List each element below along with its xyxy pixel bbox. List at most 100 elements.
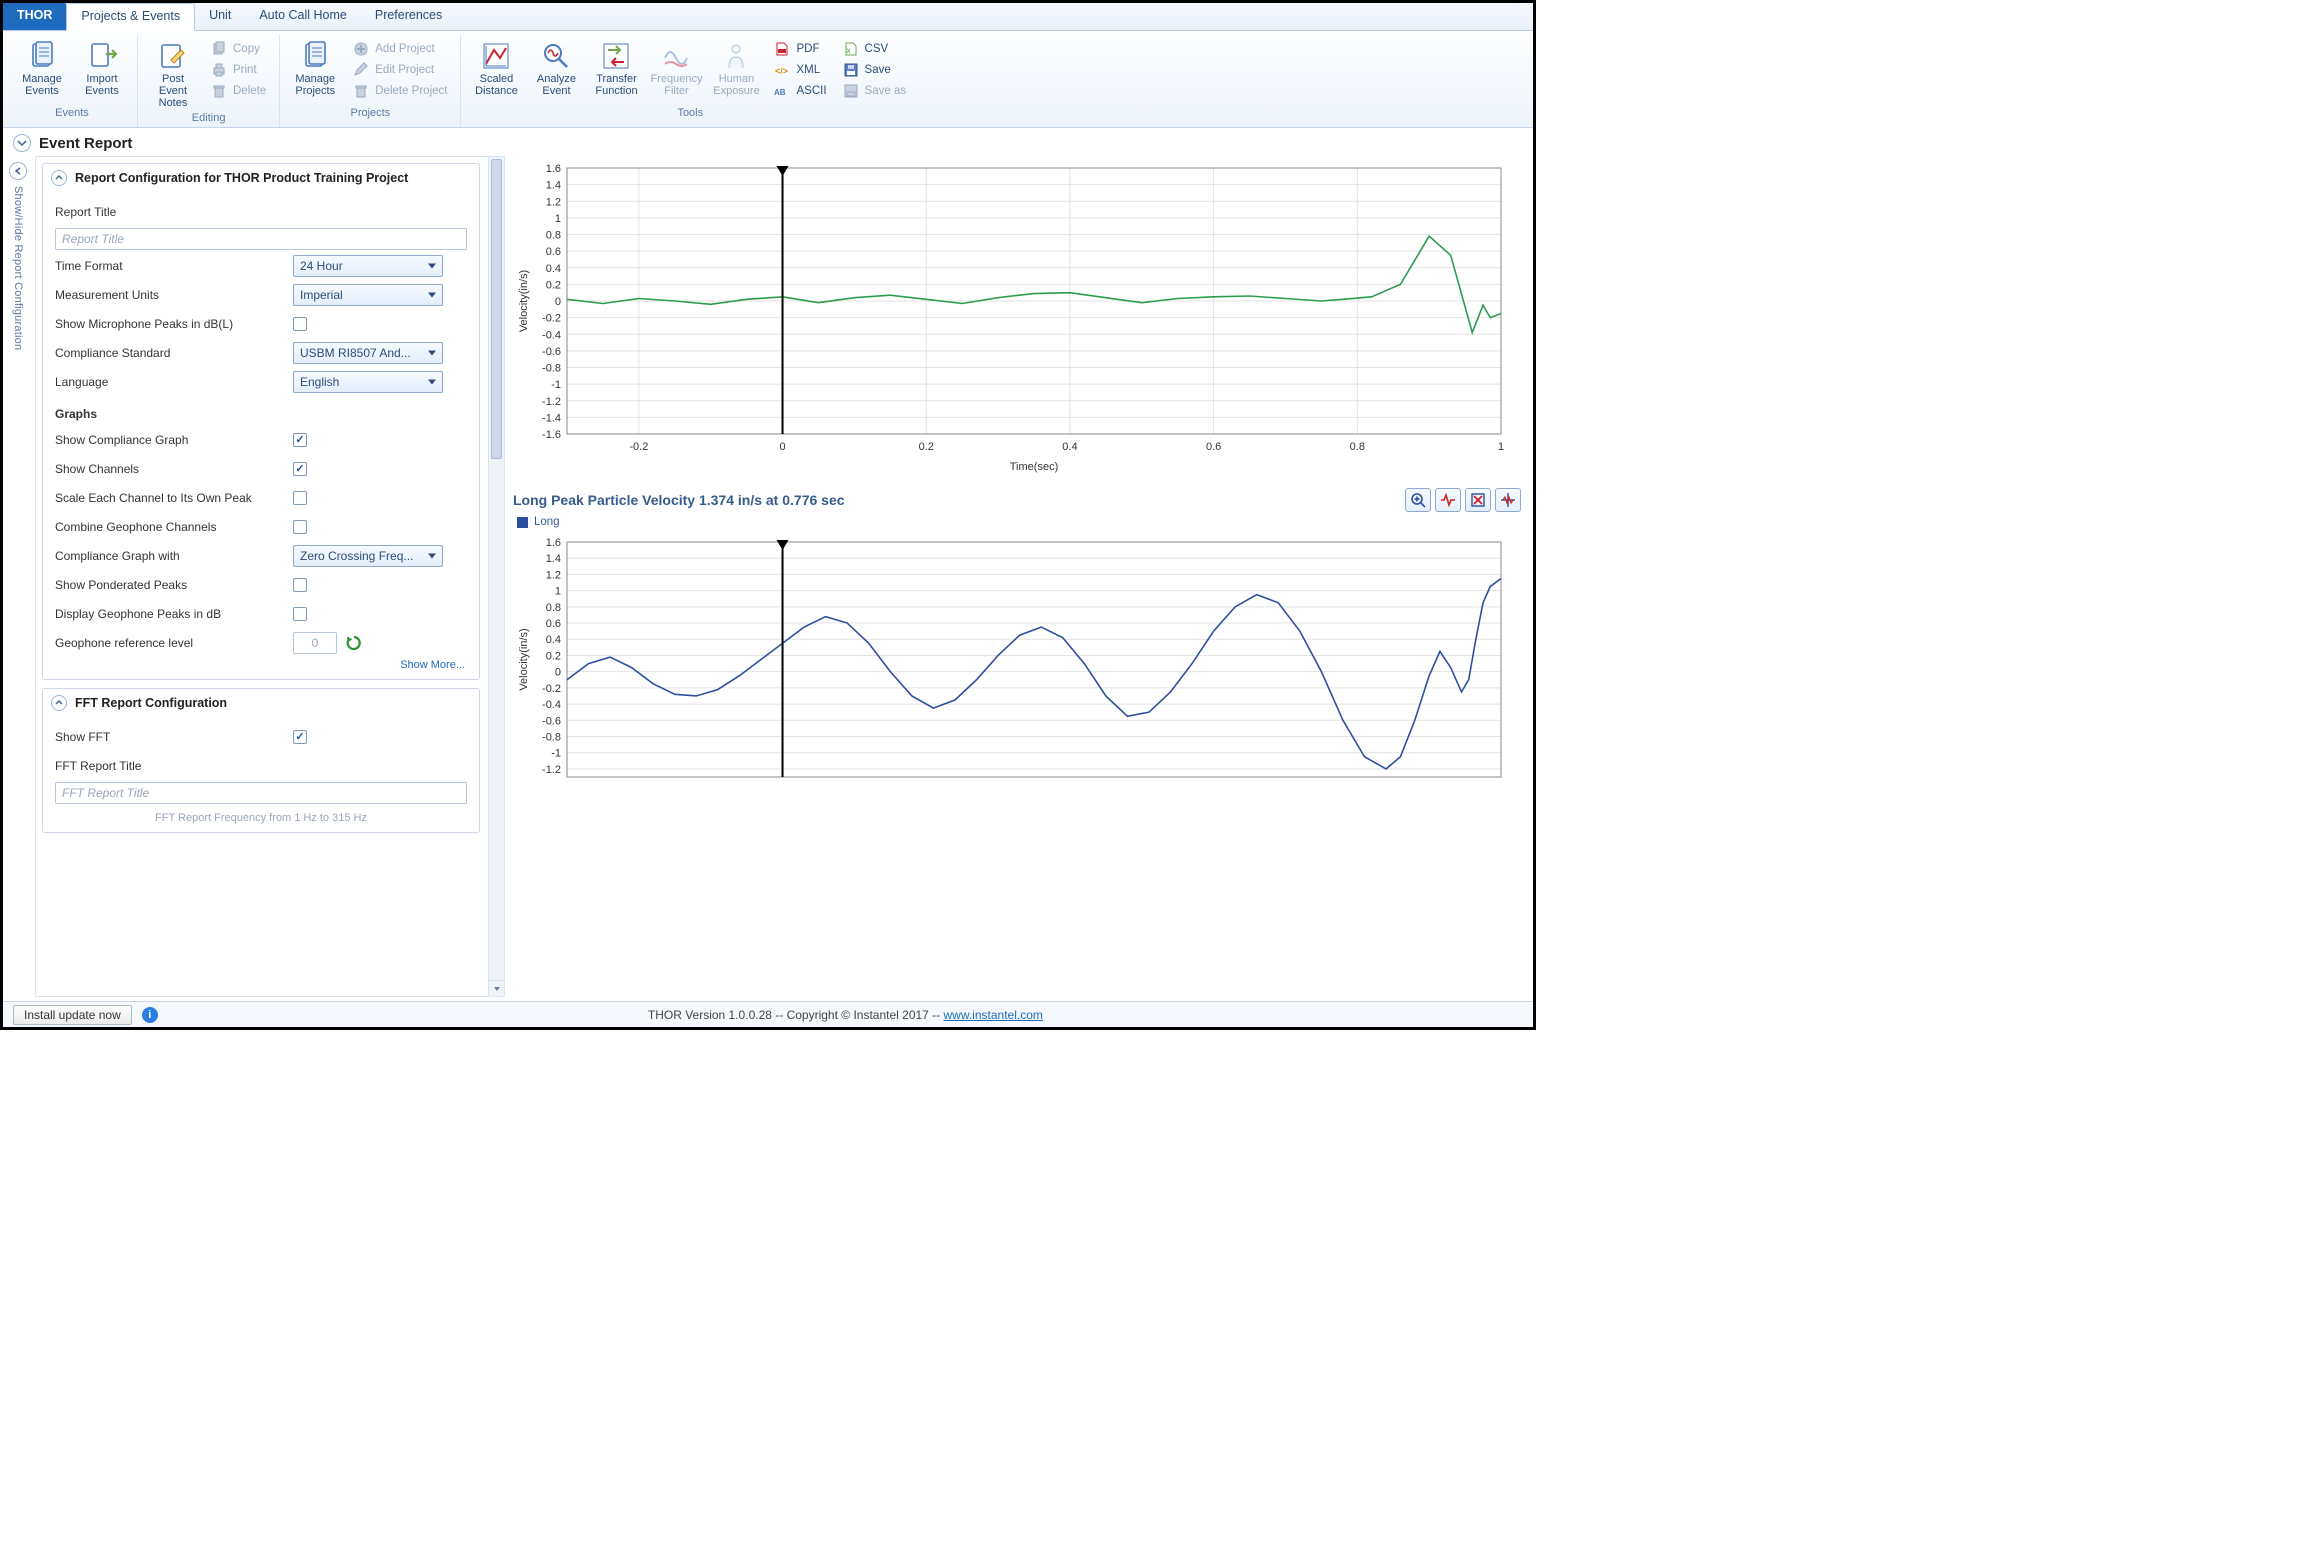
chart-tool-pulse-icon[interactable] [1435, 488, 1461, 512]
label-show-channels: Show Channels [55, 462, 285, 476]
ribbon-group-label: Projects [286, 105, 454, 122]
chart-tool-crosshair-icon[interactable] [1495, 488, 1521, 512]
check-show-compliance[interactable] [293, 433, 307, 447]
scaled-distance-button[interactable]: Scaled Distance [467, 37, 525, 98]
menu-tab-auto-call-home[interactable]: Auto Call Home [245, 3, 361, 30]
check-mic-db[interactable] [293, 317, 307, 331]
rail-toggle-icon[interactable] [9, 162, 27, 180]
human-exposure-icon [720, 40, 752, 72]
svg-text:-1.2: -1.2 [542, 764, 561, 776]
ascii-icon: AB [774, 83, 790, 99]
edit-project-label: Edit Project [375, 64, 434, 76]
scrollbar-down-icon[interactable] [489, 980, 504, 996]
check-peaks-db[interactable] [293, 607, 307, 621]
legend-long: Long [534, 516, 560, 528]
select-comp-with[interactable]: Zero Crossing Freq... [293, 545, 443, 567]
scaled-distance-icon [480, 40, 512, 72]
pdf-button[interactable]: PDF [767, 39, 833, 59]
show-more-link[interactable]: Show More... [55, 659, 467, 671]
delete-icon [211, 83, 227, 99]
svg-text:0.8: 0.8 [1350, 441, 1365, 453]
import-events-button[interactable]: Import Events [73, 37, 131, 98]
delete-project-icon [353, 83, 369, 99]
analyze-event-button[interactable]: Analyze Event [527, 37, 585, 98]
manage-events-icon [26, 40, 58, 72]
input-fft-title[interactable] [55, 782, 467, 804]
ribbon-group-label: Editing [144, 110, 273, 127]
add-project-button: Add Project [346, 39, 454, 59]
select-time-format[interactable]: 24 Hour [293, 255, 443, 277]
ribbon-group-editing: Post Event NotesCopyPrintDeleteEditing [138, 35, 280, 127]
chart-bottom-title: Long Peak Particle Velocity 1.374 in/s a… [513, 492, 845, 508]
svg-text:-0.4: -0.4 [542, 330, 561, 342]
select-language[interactable]: English [293, 371, 443, 393]
svg-text:1.6: 1.6 [546, 163, 561, 175]
input-ref-level[interactable] [293, 632, 337, 654]
scrollbar-thumb[interactable] [491, 159, 502, 459]
check-show-channels[interactable] [293, 462, 307, 476]
transfer-function-button[interactable]: Transfer Function [587, 37, 645, 98]
xml-label: XML [796, 64, 820, 76]
print-icon [211, 62, 227, 78]
svg-text:1.2: 1.2 [546, 197, 561, 209]
check-show-fft[interactable] [293, 730, 307, 744]
select-units[interactable]: Imperial [293, 284, 443, 306]
collapse-page-icon[interactable] [13, 134, 31, 152]
import-events-icon [86, 40, 118, 72]
chart-bottom-svg[interactable]: -1.2-1-0.8-0.6-0.4-0.200.20.40.60.811.21… [511, 530, 1511, 785]
svg-text:-1: -1 [551, 379, 561, 391]
check-combine[interactable] [293, 520, 307, 534]
delete-label: Delete [233, 85, 266, 97]
add-project-label: Add Project [375, 43, 434, 55]
chart-tool-remove-icon[interactable] [1465, 488, 1491, 512]
scaled-distance-label: Scaled Distance [475, 73, 518, 97]
card2-collapse-icon[interactable] [51, 695, 67, 711]
add-project-icon [353, 41, 369, 57]
frequency-filter-icon [660, 40, 692, 72]
csv-button[interactable]: XCSV [836, 39, 914, 59]
input-report-title[interactable] [55, 228, 467, 250]
label-ponderated: Show Ponderated Peaks [55, 578, 285, 592]
ascii-label: ASCII [796, 85, 826, 97]
check-ponderated[interactable] [293, 578, 307, 592]
status-text: THOR Version 1.0.0.28 -- Copyright © Ins… [168, 1008, 1523, 1022]
install-update-button[interactable]: Install update now [13, 1005, 132, 1025]
xml-button[interactable]: </> XML [767, 60, 833, 80]
svg-text:0.8: 0.8 [546, 230, 561, 242]
chart-bottom: Long Peak Particle Velocity 1.374 in/s a… [511, 486, 1525, 785]
menu-tab-unit[interactable]: Unit [195, 3, 245, 30]
svg-text:-0.4: -0.4 [542, 699, 561, 711]
info-icon[interactable]: i [142, 1007, 158, 1023]
status-link[interactable]: www.instantel.com [944, 1008, 1043, 1022]
label-mic-db: Show Microphone Peaks in dB(L) [55, 317, 285, 331]
manage-projects-label: Manage Projects [295, 73, 335, 97]
refresh-icon[interactable] [343, 632, 365, 654]
svg-text:Velocity(in/s): Velocity(in/s) [518, 629, 530, 691]
label-fft-title: FFT Report Title [55, 759, 285, 773]
manage-events-button[interactable]: Manage Events [13, 37, 71, 98]
csv-icon: X [843, 41, 859, 57]
svg-text:0.2: 0.2 [546, 280, 561, 292]
menu-tab-preferences[interactable]: Preferences [361, 3, 456, 30]
menu-tab-projects-events[interactable]: Projects & Events [66, 3, 195, 31]
ribbon-group-tools: Scaled Distance Analyze EventTransfer Fun… [461, 35, 919, 127]
svg-text:Velocity(in/s): Velocity(in/s) [518, 270, 530, 332]
save-button[interactable]: Save [836, 60, 914, 80]
chart-tool-zoom-icon[interactable] [1405, 488, 1431, 512]
card1-collapse-icon[interactable] [51, 170, 67, 186]
ribbon: Manage EventsImport EventsEventsPost Eve… [3, 31, 1533, 128]
svg-text:-1.2: -1.2 [542, 396, 561, 408]
chart-top-svg[interactable]: -1.6-1.4-1.2-1-0.8-0.6-0.4-0.200.20.40.6… [511, 156, 1511, 476]
select-compliance[interactable]: USBM RI8507 And... [293, 342, 443, 364]
config-scrollbar[interactable] [488, 157, 504, 996]
ascii-button[interactable]: AB ASCII [767, 81, 833, 101]
post-event-notes-button[interactable]: Post Event Notes [144, 37, 202, 110]
menu-brand[interactable]: THOR [3, 3, 66, 30]
rail-label: Show/Hide Report Configuration [12, 186, 24, 350]
xml-icon: </> [774, 62, 790, 78]
card2-title: FFT Report Configuration [75, 696, 227, 710]
check-scale-own[interactable] [293, 491, 307, 505]
manage-projects-button[interactable]: Manage Projects [286, 37, 344, 98]
manage-events-label: Manage Events [22, 73, 62, 97]
svg-text:-0.6: -0.6 [542, 346, 561, 358]
